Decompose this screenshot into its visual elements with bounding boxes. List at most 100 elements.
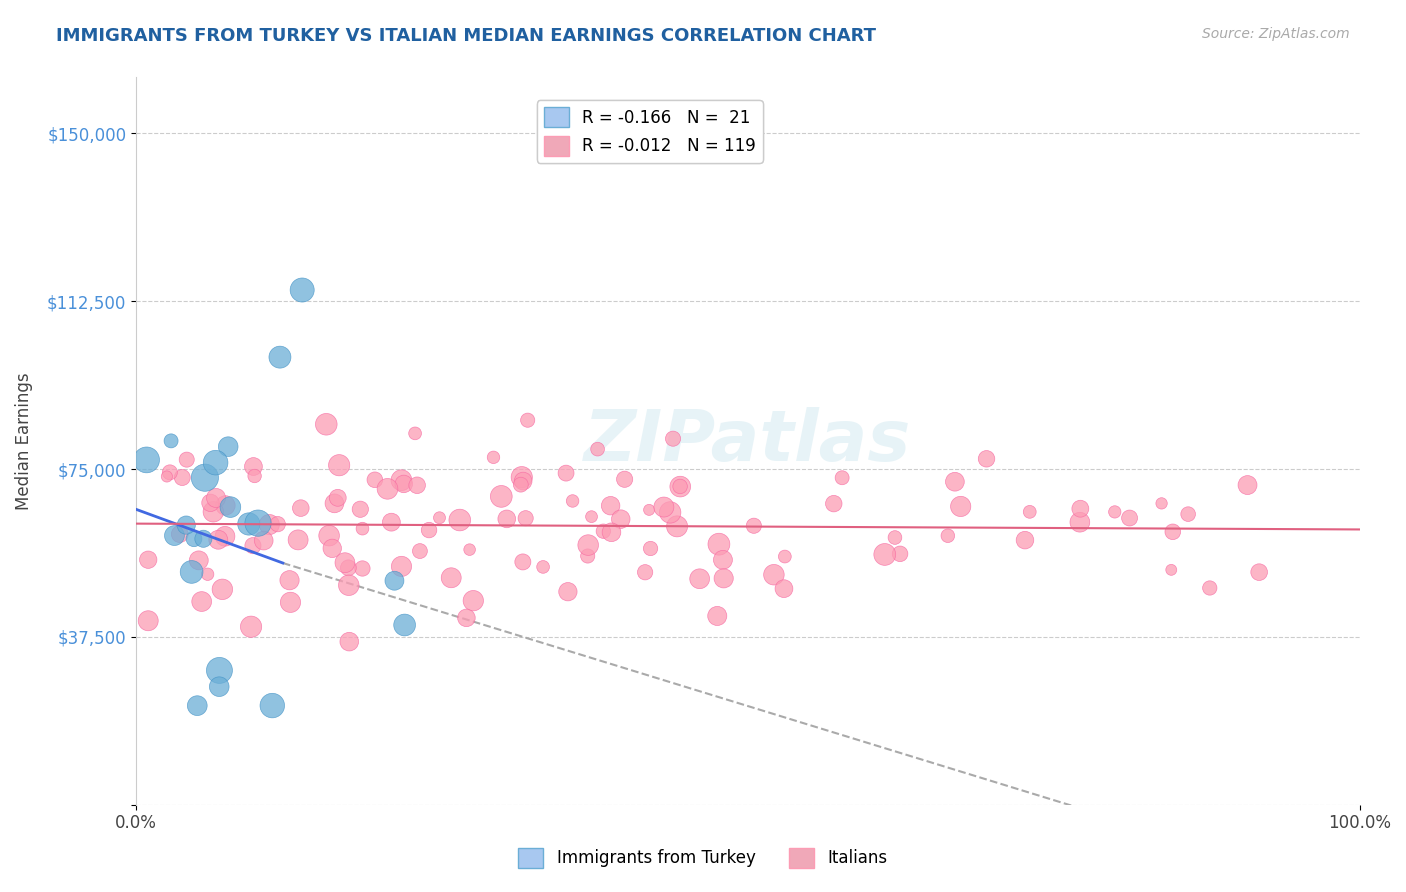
Point [440, 571, 463, 585]
Point [242, 539, 264, 553]
Point [600, 525, 623, 540]
Point [333, 556, 356, 570]
Point [482, 450, 505, 465]
Point [183, 532, 205, 546]
Point [394, 618, 416, 632]
Point [269, 350, 291, 364]
Point [364, 473, 387, 487]
Point [1236, 478, 1258, 492]
Point [592, 524, 614, 539]
Point [495, 512, 517, 526]
Point [194, 471, 217, 485]
Point [190, 594, 212, 608]
Point [586, 442, 609, 457]
Point [290, 501, 312, 516]
Point [204, 456, 226, 470]
Point [291, 283, 314, 297]
Point [197, 567, 219, 582]
Point [1160, 563, 1182, 577]
Point [208, 680, 231, 694]
Point [669, 480, 692, 494]
Point [429, 510, 451, 524]
Point [555, 466, 578, 480]
Point [259, 517, 281, 532]
Point [742, 518, 765, 533]
Y-axis label: Median Earnings: Median Earnings [15, 372, 32, 510]
Point [581, 509, 603, 524]
Point [515, 511, 537, 525]
Legend: R = -0.166   N =  21, R = -0.012   N = 119: R = -0.166 N = 21, R = -0.012 N = 119 [537, 100, 762, 162]
Point [380, 515, 402, 529]
Point [531, 560, 554, 574]
Point [176, 452, 198, 467]
Point [561, 494, 583, 508]
Point [762, 567, 785, 582]
Text: Source: ZipAtlas.com: Source: ZipAtlas.com [1202, 27, 1350, 41]
Point [337, 561, 360, 575]
Point [936, 529, 959, 543]
Point [202, 505, 225, 519]
Point [315, 417, 337, 432]
Point [713, 571, 735, 585]
Text: IMMIGRANTS FROM TURKEY VS ITALIAN MEDIAN EARNINGS CORRELATION CHART: IMMIGRANTS FROM TURKEY VS ITALIAN MEDIAN… [56, 27, 876, 45]
Text: ZIPatlas: ZIPatlas [583, 407, 911, 475]
Point [458, 542, 481, 557]
Point [666, 519, 689, 533]
Point [634, 566, 657, 580]
Point [659, 505, 682, 519]
Point [1018, 505, 1040, 519]
Point [163, 528, 186, 542]
Point [159, 466, 181, 480]
Point [773, 549, 796, 564]
Point [321, 541, 343, 556]
Point [949, 500, 972, 514]
Point [669, 479, 692, 493]
Point [463, 593, 485, 607]
Point [318, 529, 340, 543]
Point [186, 698, 208, 713]
Point [337, 578, 360, 592]
Point [169, 527, 191, 541]
Point [1198, 581, 1220, 595]
Point [711, 553, 734, 567]
Point [510, 470, 533, 484]
Point [352, 561, 374, 575]
Point [491, 490, 513, 504]
Point [326, 491, 349, 505]
Point [662, 432, 685, 446]
Point [217, 440, 239, 454]
Point [174, 518, 197, 533]
Point [391, 559, 413, 574]
Point [557, 584, 579, 599]
Point [873, 548, 896, 562]
Point [599, 499, 621, 513]
Point [456, 611, 478, 625]
Point [576, 549, 599, 563]
Point [187, 553, 209, 567]
Point [278, 573, 301, 587]
Point [160, 434, 183, 448]
Point [242, 459, 264, 474]
Point [214, 529, 236, 543]
Point [404, 426, 426, 441]
Point [640, 541, 662, 556]
Point [280, 595, 302, 609]
Point [238, 516, 260, 531]
Point [1014, 533, 1036, 548]
Point [219, 500, 242, 514]
Point [509, 477, 531, 491]
Point [208, 664, 231, 678]
Point [156, 469, 179, 483]
Point [976, 451, 998, 466]
Point [352, 522, 374, 536]
Point [200, 496, 222, 510]
Point [943, 475, 966, 489]
Point [409, 544, 432, 558]
Point [884, 531, 907, 545]
Point [392, 477, 415, 491]
Point [1118, 511, 1140, 525]
Point [773, 582, 796, 596]
Point [391, 473, 413, 487]
Point [652, 500, 675, 514]
Point [1177, 507, 1199, 521]
